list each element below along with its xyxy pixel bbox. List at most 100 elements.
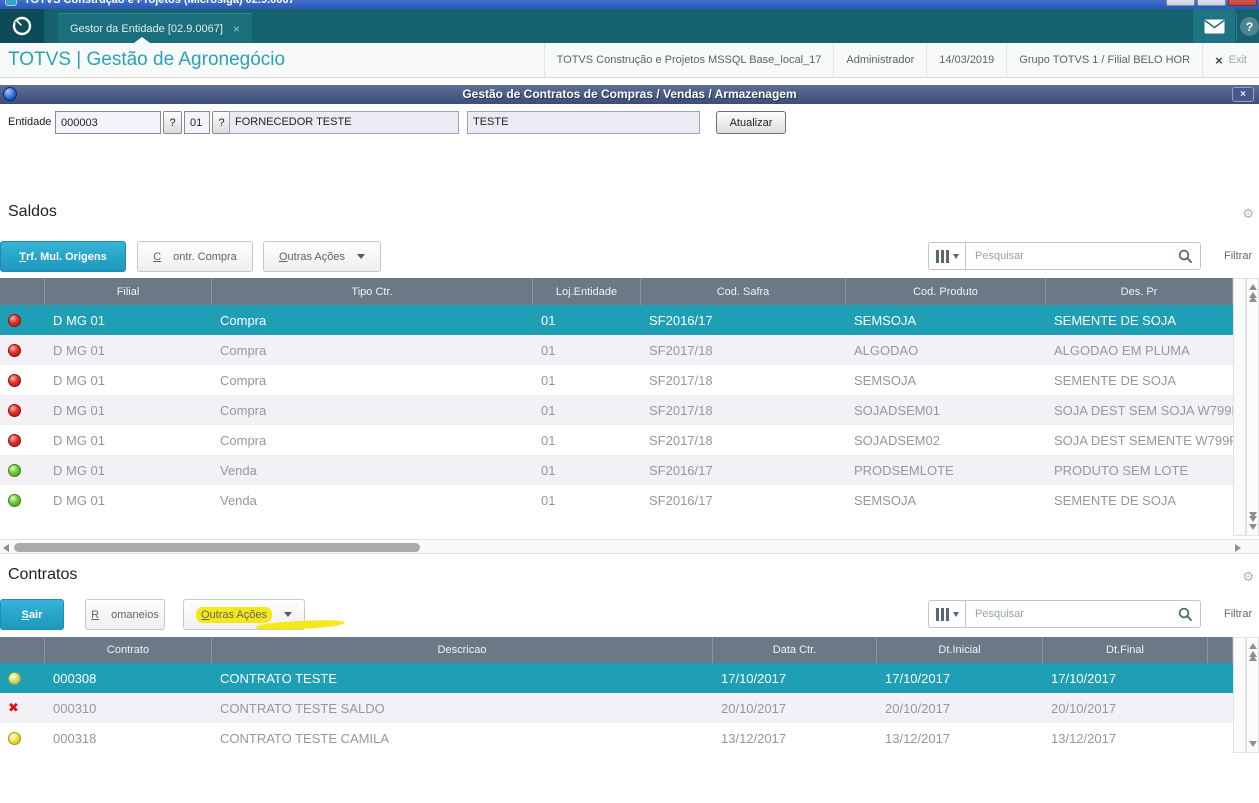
scroll-down-icon[interactable]	[1248, 741, 1257, 747]
tabbar-divider	[1236, 13, 1237, 39]
contratos-settings-gear-icon[interactable]: ⚙	[1242, 570, 1254, 585]
user-label: Administrador	[833, 43, 926, 77]
scroll-down-icon[interactable]	[1248, 524, 1257, 530]
horizontal-scrollbar-thumb[interactable]	[14, 543, 420, 552]
saldos-vertical-scrollbar[interactable]	[1233, 278, 1259, 536]
table-row[interactable]: 000308 CONTRATO TESTE 17/10/2017 17/10/2…	[0, 663, 1233, 693]
table-row[interactable]: D MG 01 Compra 01 SF2016/17 SEMSOJA SEME…	[0, 305, 1233, 335]
entity-code-input[interactable]	[55, 111, 161, 134]
saldos-grid-header: Filial Tipo Ctr. Loj.Entidade Cod. Safra…	[0, 278, 1233, 305]
status-cell	[0, 463, 45, 477]
entity-name-field: FORNECEDOR TESTE	[229, 111, 459, 134]
column-header-des-produto[interactable]: Des. Pr	[1046, 278, 1233, 305]
scrollbar-track[interactable]	[1233, 637, 1246, 753]
cell-des-produto: SEMENTE DE SOJA	[1054, 372, 1177, 388]
page-up-icon[interactable]	[1248, 651, 1257, 661]
status-cell	[0, 671, 45, 685]
contratos-outras-acoes-button[interactable]: Outras Ações	[183, 599, 345, 632]
saldos-filter-link[interactable]: Filtrar	[1224, 250, 1253, 262]
window-minimize-button[interactable]	[1166, 0, 1195, 6]
column-header-tipo-ctr[interactable]: Tipo Ctr.	[212, 278, 533, 305]
cell-filial: D MG 01	[53, 432, 106, 448]
window-maximize-button[interactable]	[1197, 0, 1226, 6]
mail-button[interactable]	[1193, 9, 1235, 43]
column-header-dt-inicial[interactable]: Dt.Inicial	[877, 637, 1043, 663]
entity-code-lookup-button[interactable]: ?	[163, 111, 182, 134]
exit-button[interactable]: × Exit	[1202, 43, 1259, 77]
columns-icon	[935, 607, 949, 621]
column-header-dt-final[interactable]: Dt.Final	[1043, 637, 1208, 663]
column-header-contrato[interactable]: Contrato	[45, 637, 212, 663]
page-down-icon[interactable]	[1248, 512, 1257, 522]
saldos-search-group	[928, 242, 1201, 270]
saldos-column-chooser-button[interactable]	[928, 242, 966, 270]
search-icon[interactable]	[1178, 249, 1193, 264]
status-icon	[8, 433, 21, 447]
horizontal-scrollbar[interactable]	[0, 539, 1259, 554]
column-header-extra[interactable]	[1208, 637, 1233, 663]
contratos-vertical-scrollbar[interactable]	[1233, 637, 1259, 753]
cell-filial: D MG 01	[53, 342, 106, 358]
saldos-search-input[interactable]	[966, 242, 1201, 270]
search-icon[interactable]	[1178, 607, 1193, 622]
cell-cod-produto: SEMSOJA	[854, 492, 917, 508]
cell-dt-final: 13/12/2017	[1051, 730, 1117, 746]
date-label: 14/03/2019	[926, 43, 1006, 77]
column-header-loj-entidade[interactable]: Loj.Entidade	[533, 278, 641, 305]
entity-shortname-field: TESTE	[467, 111, 700, 134]
table-row[interactable]: D MG 01 Venda 01 SF2016/17 PRODSEMLOTE P…	[0, 455, 1233, 485]
table-row[interactable]: D MG 01 Compra 01 SF2017/18 SEMSOJA SEME…	[0, 365, 1233, 395]
table-row[interactable]: D MG 01 Venda 01 SF2016/17 SEMSOJA SEMEN…	[0, 485, 1233, 515]
contratos-filter-link[interactable]: Filtrar	[1224, 608, 1253, 620]
window-close-button[interactable]	[1228, 0, 1257, 6]
help-button[interactable]: ?	[1240, 17, 1259, 36]
scrollbar-track[interactable]	[1233, 278, 1246, 536]
column-header-cod-produto[interactable]: Cod. Produto	[846, 278, 1046, 305]
column-header-data-ctr[interactable]: Data Ctr.	[713, 637, 877, 663]
contratos-search-input[interactable]	[966, 600, 1201, 628]
column-header-cod-safra[interactable]: Cod. Safra	[641, 278, 846, 305]
scrollbar-buttons[interactable]	[1246, 637, 1259, 753]
scroll-left-icon[interactable]	[3, 544, 9, 552]
cell-cod-produto: SEMSOJA	[854, 312, 917, 328]
status-icon	[8, 373, 21, 387]
chevron-down-icon	[284, 612, 293, 617]
table-row[interactable]: 000310 CONTRATO TESTE SALDO 20/10/2017 2…	[0, 693, 1233, 723]
cell-cod-safra: SF2017/18	[649, 432, 713, 448]
column-header-status[interactable]	[0, 637, 45, 663]
column-header-status[interactable]	[0, 278, 45, 305]
scroll-right-icon[interactable]	[1235, 544, 1241, 552]
app-title: TOTVS | Gestão de Agronegócio	[8, 49, 286, 70]
update-button[interactable]: Atualizar	[716, 111, 786, 134]
contratos-column-chooser-button[interactable]	[928, 600, 966, 628]
table-row[interactable]: D MG 01 Compra 01 SF2017/18 SOJADSEM01 S…	[0, 395, 1233, 425]
column-header-descricao[interactable]: Descricao	[212, 637, 713, 663]
contratos-grid: Contrato Descricao Data Ctr. Dt.Inicial …	[0, 637, 1233, 753]
table-row[interactable]: 000318 CONTRATO TESTE CAMILA 13/12/2017 …	[0, 723, 1233, 753]
table-row[interactable]: D MG 01 Compra 01 SF2017/18 SOJADSEM02 S…	[0, 425, 1233, 455]
status-icon	[8, 493, 21, 507]
scrollbar-buttons[interactable]	[1246, 278, 1259, 536]
column-header-filial[interactable]: Filial	[45, 278, 212, 305]
exit-label: Exit	[1228, 54, 1247, 66]
tab-gestor-da-entidade[interactable]: Gestor da Entidade [02.9.0067] ×	[58, 13, 252, 43]
saldos-grid: Filial Tipo Ctr. Loj.Entidade Cod. Safra…	[0, 278, 1233, 515]
saldos-settings-gear-icon[interactable]: ⚙	[1242, 207, 1254, 222]
saldos-outras-acoes-button[interactable]: Outras Ações	[263, 241, 381, 272]
cell-cod-safra: SF2016/17	[649, 462, 713, 478]
contratos-search-group	[928, 600, 1201, 628]
entity-store-input[interactable]	[184, 111, 210, 134]
scroll-up-icon[interactable]	[1248, 284, 1257, 290]
tab-bar: Gestor da Entidade [02.9.0067] × ?	[0, 9, 1259, 43]
table-row[interactable]: D MG 01 Compra 01 SF2017/18 ALGODAO ALGO…	[0, 335, 1233, 365]
cell-loj-entidade: 01	[541, 462, 556, 478]
totvs-logo[interactable]	[0, 9, 44, 43]
page-up-icon[interactable]	[1248, 292, 1257, 302]
tab-close-icon[interactable]: ×	[232, 21, 240, 36]
scroll-up-icon[interactable]	[1248, 643, 1257, 649]
dialog-close-button[interactable]: ×	[1232, 87, 1254, 102]
